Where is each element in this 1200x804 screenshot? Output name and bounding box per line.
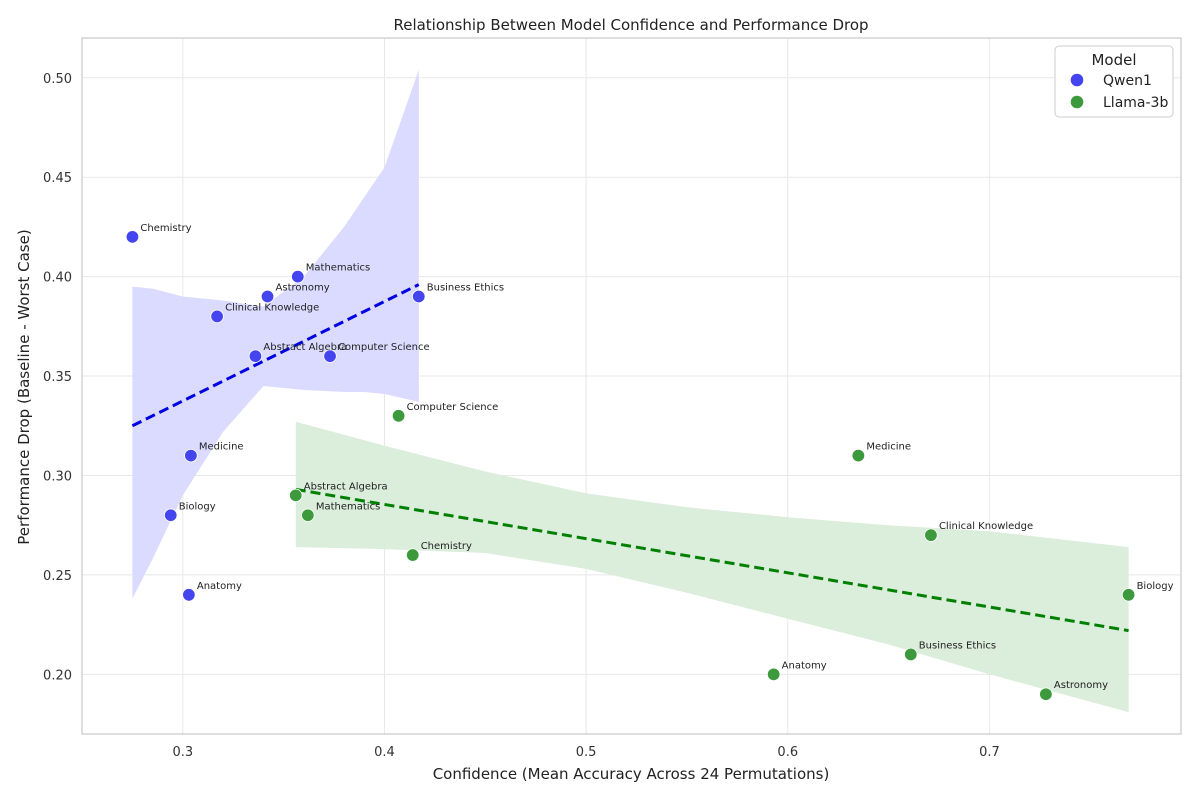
x-tick-label: 0.5 [576, 745, 597, 760]
series-1-points: Computer Science Medicine Abstract Algebra… [289, 402, 1174, 701]
legend: Model Qwen1 Llama-3b [1054, 45, 1174, 118]
data-point-label: Biology [1137, 581, 1174, 592]
data-point [301, 508, 315, 522]
legend-marker-1 [1070, 95, 1084, 109]
data-point [1039, 687, 1053, 701]
confidence-band-1 [295, 421, 1129, 713]
y-tick-label: 0.30 [43, 469, 72, 484]
data-point [406, 548, 420, 562]
data-point [291, 269, 305, 284]
grid [82, 38, 1181, 734]
legend-label-0: Qwen1 [1103, 73, 1152, 89]
data-point [182, 588, 196, 602]
y-tick-label: 0.35 [43, 370, 72, 385]
data-point-label: Abstract Algebra [304, 481, 388, 492]
y-tick-label: 0.40 [43, 271, 72, 286]
data-point [412, 289, 426, 304]
data-point [323, 349, 337, 363]
data-point-label: Business Ethics [427, 283, 504, 294]
trend-line-1 [295, 487, 1129, 633]
data-point-label: Astronomy [276, 283, 330, 294]
x-tick-label: 0.3 [172, 745, 193, 760]
data-point [260, 289, 275, 304]
data-point-label: Anatomy [782, 660, 827, 671]
data-point-label: Astronomy [1054, 680, 1108, 691]
data-point-label: Mathematics [306, 263, 370, 274]
data-point-label: Mathematics [316, 501, 380, 512]
data-point-label: Computer Science [338, 342, 430, 353]
series-0-points: Chemistry Mathematics Astronomy Business Et… [125, 223, 504, 602]
y-tick-label: 0.25 [43, 569, 72, 584]
data-point [766, 667, 781, 682]
confidence-band-0 [132, 69, 419, 599]
data-point-label: Biology [179, 501, 216, 512]
data-point-label: Chemistry [140, 223, 191, 234]
x-tick-label: 0.4 [374, 745, 395, 760]
y-tick-label: 0.20 [43, 668, 72, 683]
data-point-label: Clinical Knowledge [939, 521, 1033, 532]
data-point [904, 647, 918, 662]
data-point-label: Business Ethics [919, 640, 996, 651]
chart-title: Relationship Between Model Confidence an… [393, 16, 868, 34]
data-point [851, 448, 866, 463]
data-point [184, 448, 198, 463]
data-point [289, 488, 303, 503]
data-point-label: Chemistry [421, 541, 472, 552]
data-point [1121, 588, 1136, 602]
y-tick-label: 0.45 [43, 171, 72, 186]
x-axis-label: Confidence (Mean Accuracy Across 24 Perm… [433, 765, 830, 783]
data-point-label: Clinical Knowledge [225, 302, 319, 313]
data-point [248, 349, 263, 363]
data-point-label: Anatomy [197, 581, 242, 592]
legend-title: Model [1091, 51, 1136, 69]
y-axis-label: Performance Drop (Baseline - Worst Case) [15, 229, 33, 544]
data-point [391, 409, 406, 423]
data-point [210, 309, 224, 324]
data-point-label: Computer Science [407, 402, 499, 413]
plot-frame [81, 37, 1182, 735]
x-tick-label: 0.7 [979, 745, 1000, 760]
data-point-label: Medicine [199, 442, 244, 453]
data-point-label: Abstract Algebra [263, 342, 347, 353]
legend-marker-0 [1070, 73, 1084, 87]
x-tick-label: 0.6 [777, 745, 798, 760]
data-point [125, 230, 140, 244]
data-point [164, 508, 178, 522]
legend-box [1054, 45, 1174, 118]
legend-label-1: Llama-3b [1103, 95, 1168, 111]
y-tick-label: 0.50 [43, 72, 72, 87]
trend-line-0 [131, 283, 420, 428]
data-point-label: Medicine [866, 442, 911, 453]
data-point [924, 528, 938, 542]
